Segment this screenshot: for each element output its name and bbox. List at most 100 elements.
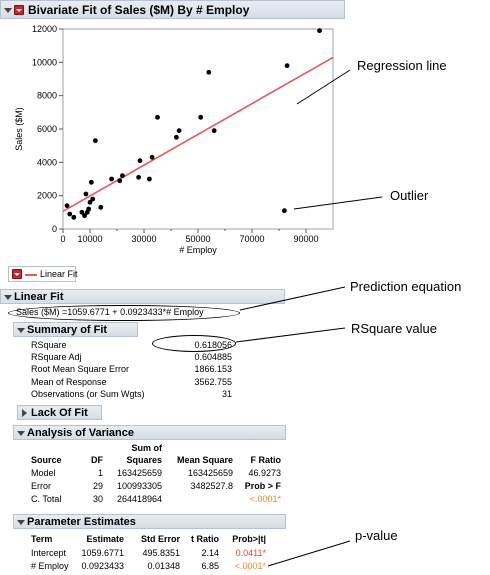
pe-p-value: <.0001* — [234, 561, 266, 571]
pe-p-value: 0.0411* — [235, 548, 266, 558]
data-point — [198, 114, 204, 120]
anova-cell: 3482527.8 — [190, 481, 233, 491]
x-tick-label: 10000 — [77, 234, 102, 244]
summary-of-fit-title: Summary of Fit — [27, 324, 108, 336]
data-point — [176, 128, 182, 134]
red-triangle-menu-icon[interactable] — [14, 5, 24, 15]
data-point — [88, 179, 94, 185]
anova-cell: Error — [31, 481, 51, 491]
anova-cell: 30 — [92, 494, 103, 504]
legend-box: Linear Fit — [8, 266, 78, 282]
annotation-outlier: Outlier — [390, 188, 429, 203]
anova-cell: 163425659 — [187, 468, 233, 478]
legend-label: Linear Fit — [40, 269, 78, 279]
pe-cell: 0.0923433 — [81, 561, 124, 571]
anova-header-cell: DF — [91, 455, 103, 465]
report-title: Bivariate Fit of Sales ($M) By # Employ — [28, 3, 250, 17]
anova-cell: 46.9273 — [248, 468, 281, 478]
data-point — [317, 28, 322, 34]
data-point — [79, 209, 85, 215]
summary-label: Observations (or Sum Wgts) — [31, 389, 145, 399]
parameter-estimates-header[interactable]: Parameter Estimates — [13, 514, 286, 529]
anova-prob-f: <.0001* — [249, 494, 281, 504]
y-tick-label: 12000 — [32, 24, 57, 34]
summary-label: Root Mean Square Error — [31, 364, 130, 374]
anova-header-cell: Source — [31, 455, 62, 465]
data-point — [211, 128, 217, 134]
data-point — [284, 63, 290, 69]
y-tick-label: 0 — [52, 224, 57, 234]
x-tick-label: 50000 — [185, 234, 210, 244]
anova-cell: 1 — [97, 468, 103, 478]
data-point — [155, 114, 160, 120]
data-point — [82, 213, 87, 219]
summary-of-fit-header[interactable]: Summary of Fit — [13, 322, 138, 337]
anova-header-cell: F Ratio — [250, 455, 282, 465]
pe-cell: 1059.6771 — [81, 548, 124, 558]
anova-cell: 163425659 — [116, 468, 162, 478]
x-tick-label: 0 — [60, 234, 65, 244]
summary-label: RSquare Adj — [31, 352, 82, 362]
pe-header-cell: t Ratio — [191, 534, 219, 544]
y-tick-label: 4000 — [37, 157, 57, 167]
data-point — [93, 138, 98, 144]
data-point — [90, 196, 96, 202]
report-header: Bivariate Fit of Sales ($M) By # Employ — [0, 0, 345, 19]
summary-value: 0.604885 — [194, 352, 232, 362]
lack-of-fit-header[interactable]: Lack Of Fit — [17, 405, 102, 420]
callout-line-rsquare — [235, 327, 346, 343]
legend-menu-icon[interactable] — [12, 269, 22, 279]
data-point — [136, 174, 142, 180]
regression-line — [62, 56, 334, 213]
anova-cell: 264418964 — [116, 494, 162, 504]
data-point — [87, 199, 93, 205]
callout-line-equation — [239, 286, 346, 311]
collapse-triangle-icon[interactable] — [17, 520, 25, 525]
pe-cell: 0.01348 — [147, 561, 180, 571]
summary-label: Mean of Response — [31, 377, 107, 387]
y-tick-label: 2000 — [37, 191, 57, 201]
lack-of-fit-title: Lack Of Fit — [31, 407, 88, 419]
pe-header-cell: Prob>|t| — [232, 534, 266, 544]
annotation-rsquare-value: RSquare value — [351, 321, 437, 336]
anova-cell: Prob > F — [244, 481, 281, 491]
collapse-triangle-icon[interactable] — [4, 295, 12, 300]
linear-fit-header[interactable]: Linear Fit — [0, 289, 285, 304]
data-point — [64, 203, 70, 209]
summary-value: 3562.755 — [194, 377, 232, 387]
pe-header-cell: Estimate — [86, 534, 124, 544]
data-point — [206, 69, 212, 75]
summary-value: 31 — [221, 389, 232, 399]
anova-header[interactable]: Analysis of Variance — [13, 425, 286, 440]
anova-cell: 29 — [92, 481, 103, 491]
collapse-triangle-icon[interactable] — [17, 431, 25, 436]
collapse-triangle-icon[interactable] — [17, 328, 25, 333]
anova-header-cell: Squares — [126, 455, 162, 465]
y-tick-label: 8000 — [37, 91, 57, 101]
summary-label: RSquare — [31, 340, 67, 350]
annotation-prediction-equation: Prediction equation — [350, 279, 462, 294]
data-point — [86, 206, 92, 212]
pe-cell: 6.85 — [201, 561, 219, 571]
legend-line-swatch — [25, 274, 37, 276]
x-tick-label: 30000 — [131, 234, 156, 244]
callout-line-outlier — [293, 196, 383, 210]
collapse-triangle-icon[interactable] — [4, 8, 12, 13]
data-point — [149, 154, 155, 160]
linear-fit-title: Linear Fit — [14, 291, 64, 303]
x-tick-label: 70000 — [239, 234, 264, 244]
scatter-chart: 0 2000 4000 6000 8000 10000 12000 0 10000 30000 50… — [14, 24, 334, 255]
data-point — [67, 211, 73, 217]
anova-title: Analysis of Variance — [27, 427, 134, 439]
pe-cell: Intercept — [31, 548, 67, 558]
data-point — [117, 178, 123, 184]
anova-cell: Model — [31, 468, 56, 478]
pe-cell: # Employ — [31, 561, 69, 571]
y-tick-label: 6000 — [37, 124, 57, 134]
rsquare-oval — [152, 335, 236, 352]
data-point — [282, 208, 287, 214]
callout-line-regression — [296, 69, 351, 105]
expand-triangle-icon[interactable] — [22, 409, 27, 417]
prediction-equation-oval — [8, 305, 240, 321]
